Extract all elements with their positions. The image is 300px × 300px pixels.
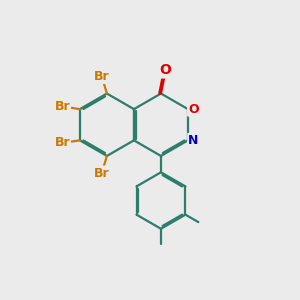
Text: Br: Br <box>94 167 110 179</box>
Text: Br: Br <box>94 70 110 83</box>
Text: Br: Br <box>54 100 70 113</box>
Text: O: O <box>159 64 171 77</box>
Text: Br: Br <box>54 136 70 149</box>
Text: O: O <box>188 103 199 116</box>
Text: N: N <box>188 134 199 147</box>
